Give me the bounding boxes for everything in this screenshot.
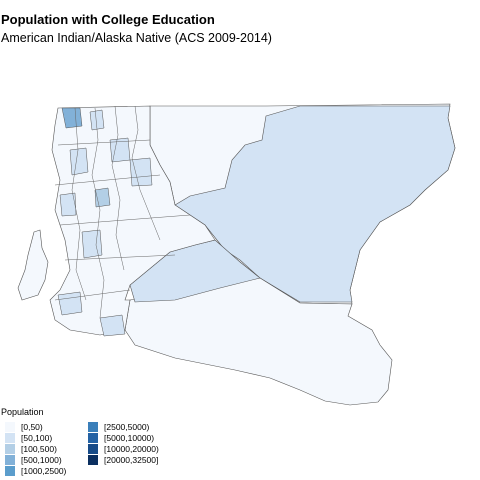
legend-item: [10000,20000): [88, 443, 159, 454]
tract-borders: [54, 105, 191, 319]
legend-label: [2500,5000): [104, 421, 150, 432]
legend-item: [50,100): [5, 432, 52, 443]
legend-item: [5000,10000): [88, 432, 154, 443]
tract-f: [81, 229, 103, 259]
legend-swatch: [88, 443, 98, 454]
region-east-block: [174, 105, 456, 303]
region-island: [17, 229, 49, 301]
legend-swatch: [5, 421, 15, 432]
map-legend: Population [0,50) [50,100) [100,500) [50…: [0, 407, 300, 480]
legend-swatch: [88, 421, 98, 432]
legend-swatch: [5, 432, 15, 443]
legend-item: [2500,5000): [88, 421, 149, 432]
legend-label: [10000,20000): [104, 443, 159, 454]
tract-i: [129, 157, 153, 187]
legend-title: Population: [1, 407, 44, 417]
legend-label: [500,1000): [21, 454, 62, 465]
legend-label: [0,50): [21, 421, 43, 432]
legend-label: [5000,10000): [104, 432, 155, 443]
legend-swatch: [5, 465, 15, 476]
legend-item: [500,1000): [5, 454, 62, 465]
legend-swatch: [5, 454, 15, 465]
legend-label: [1000,2500): [21, 465, 67, 476]
legend-label: [50,100): [21, 432, 53, 443]
legend-label: [20000,32500]: [104, 454, 159, 465]
legend-item: [1000,2500): [5, 465, 66, 476]
region-west-urban: [49, 105, 216, 336]
tract-c: [69, 147, 89, 176]
legend-item: [20000,32500]: [88, 454, 158, 465]
page-title: Population with College Education: [1, 12, 215, 27]
legend-swatch: [88, 432, 98, 443]
region-south: [124, 277, 393, 406]
legend-swatch: [5, 443, 15, 454]
legend-label: [100,500): [21, 443, 57, 454]
tract-north-west: [61, 107, 83, 129]
tract-e: [94, 187, 111, 208]
legend-item: [0,50): [5, 421, 43, 432]
tract-d: [59, 192, 77, 217]
legend-item: [100,500): [5, 443, 57, 454]
tract-a: [89, 109, 105, 131]
tract-h: [99, 314, 126, 337]
tract-g: [57, 291, 83, 316]
legend-swatch: [88, 454, 98, 465]
page-subtitle: American Indian/Alaska Native (ACS 2009-…: [1, 31, 272, 45]
